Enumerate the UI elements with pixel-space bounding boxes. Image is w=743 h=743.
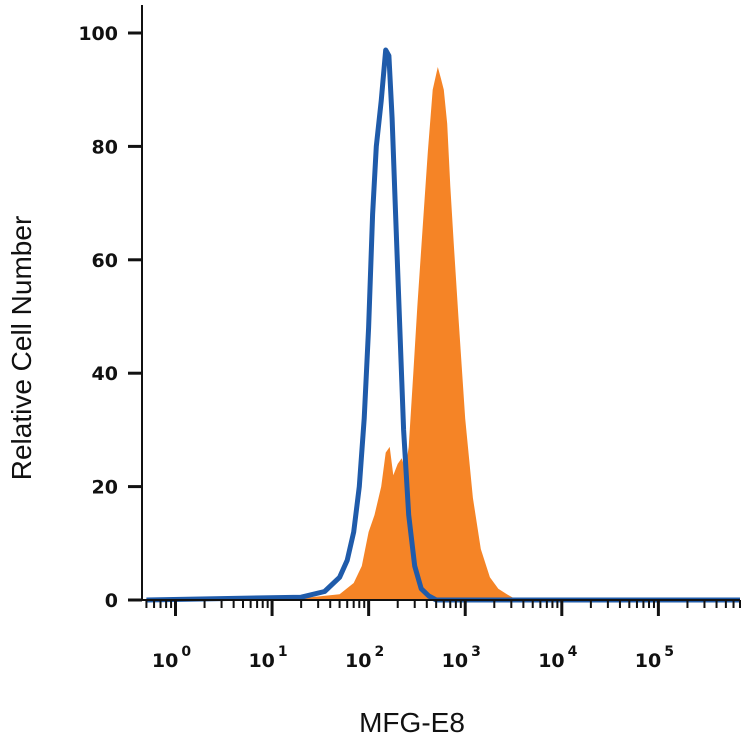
x-tick-label: 10 5 (635, 644, 674, 672)
y-ticks: 0 20 40 60 80 100 (78, 23, 142, 612)
x-axis-title: MFG-E8 (359, 707, 465, 738)
series-layer (146, 47, 740, 603)
x-tick-label: 10 1 (248, 644, 287, 672)
y-tick-label: 60 (92, 250, 118, 272)
y-axis-title: Relative Cell Number (6, 216, 37, 481)
y-tick-label: 40 (92, 363, 118, 385)
y-tick-label: 20 (92, 477, 118, 499)
series-filled-histogram (146, 67, 740, 600)
x-tick-label: 10 4 (538, 644, 577, 672)
x-tick-label: 10 2 (345, 644, 384, 672)
x-tick-label: 10 0 (152, 644, 191, 672)
y-tick-label: 0 (105, 590, 118, 612)
axes-layer (141, 5, 740, 601)
y-tick-label: 80 (92, 136, 118, 158)
x-tick-label: 10 3 (442, 644, 481, 672)
y-tick-label: 100 (78, 23, 118, 45)
series-outline-histogram (146, 47, 740, 603)
x-ticks: 10 0 10 1 10 2 10 3 10 4 10 5 (145, 600, 741, 672)
